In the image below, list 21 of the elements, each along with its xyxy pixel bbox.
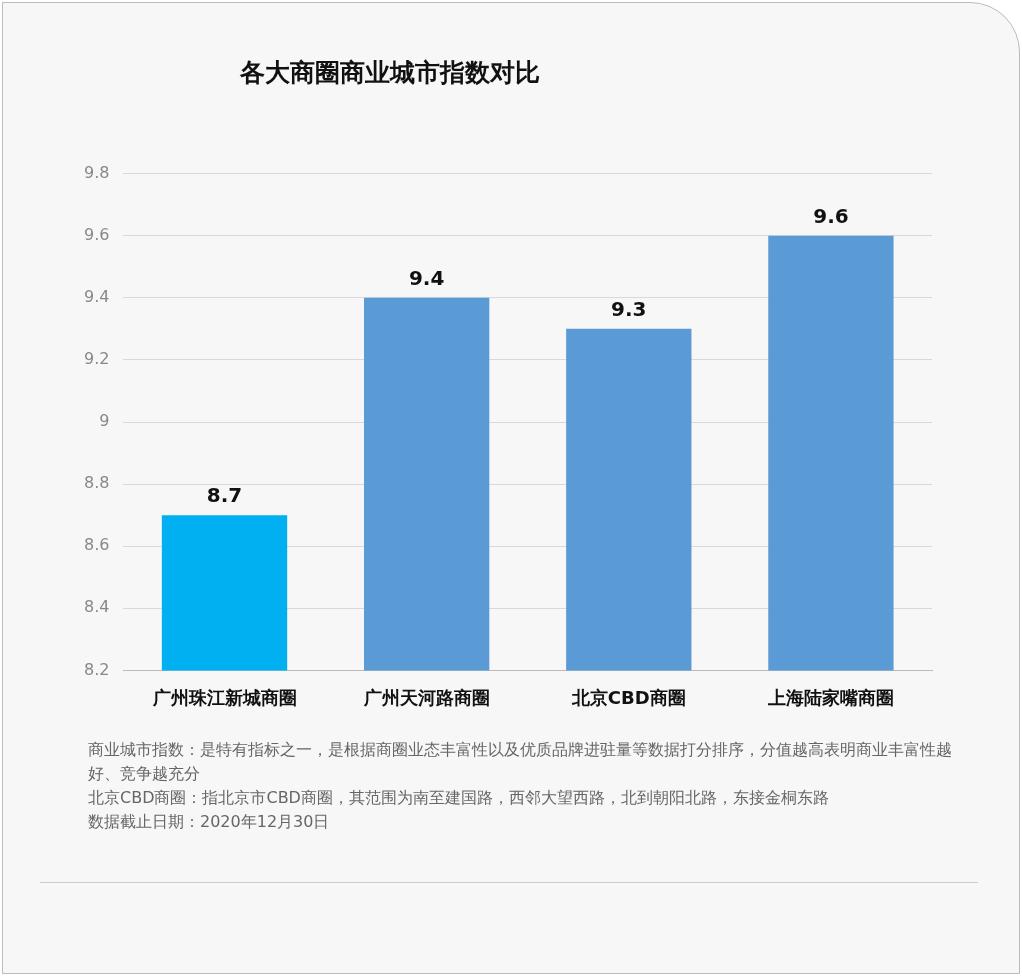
x-tick-label: 上海陆家嘴商圈 (766, 686, 894, 708)
y-tick-label: 9.2 (83, 349, 110, 369)
text: 北京CBD商圈：指北京市CBD商圈，其范围为南至建国路，西邻大望西路，北到朝阳北路，东接金桐东路 (88, 787, 830, 809)
x-tick-label: 广州天河路商圈 (362, 686, 490, 708)
data-label: 9.4 (408, 266, 445, 290)
y-tick-label: 8.4 (83, 597, 110, 617)
text: 数据截止日期：2020年12月30日 (88, 811, 331, 833)
y-tick-label: 9.8 (83, 162, 110, 182)
data-label: 9.3 (611, 297, 647, 322)
y-tick-label: 8.6 (83, 535, 110, 555)
text: 商业城市指数：是特有指标之一，是根据商圈业态丰富性以及优质品牌进驻量等数据打分排序，分值越高表明商业丰富性越好、竞争越充分 (88, 739, 953, 785)
x-tick-label: 北京CBD商圈 (570, 686, 686, 708)
data-label: 8.7 (206, 483, 243, 508)
y-tick-label: 9 (99, 411, 110, 431)
y-tick-label: 9.6 (83, 224, 110, 244)
y-tick-label: 8.8 (83, 473, 110, 493)
y-tick-label: 8.2 (83, 659, 110, 679)
data-label: 9.6 (813, 203, 849, 228)
y-tick-label: 9.4 (83, 286, 110, 306)
x-tick-label: 广州珠江新城商圈 (151, 686, 297, 708)
chart-title: 各大商圈商业城市指数对比 (240, 57, 540, 89)
